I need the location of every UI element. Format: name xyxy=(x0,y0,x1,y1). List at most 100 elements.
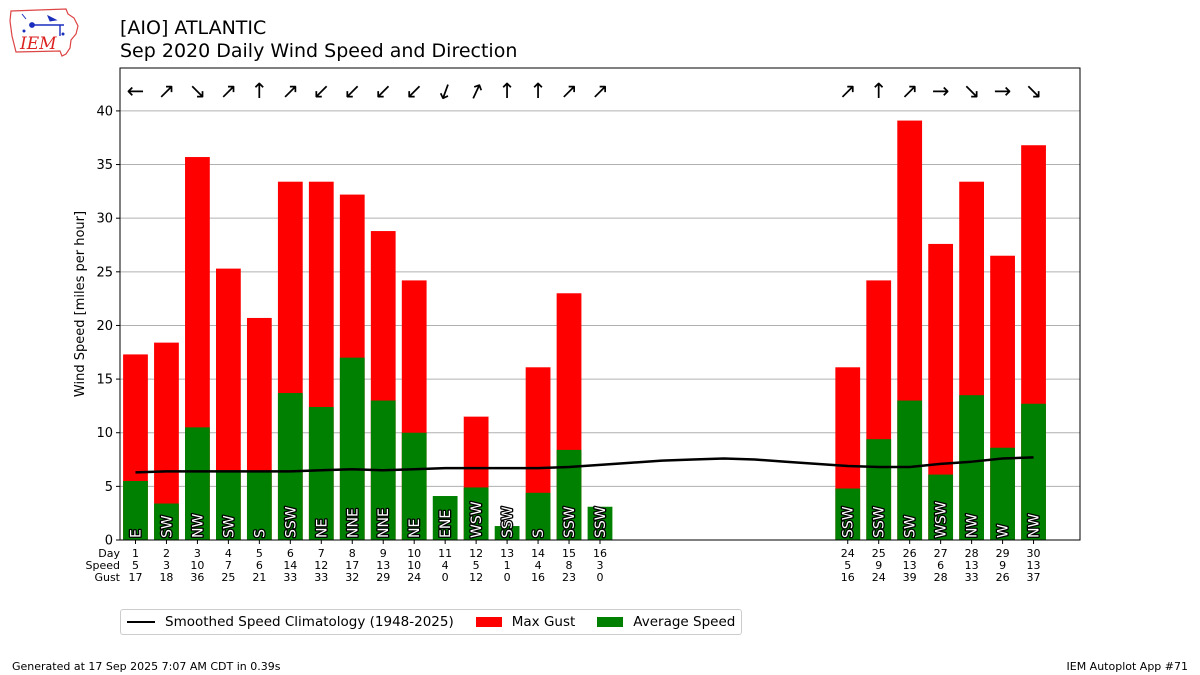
average-speed-bar xyxy=(432,496,458,540)
table-cell: 10 xyxy=(407,559,421,572)
direction-label: WSW xyxy=(934,501,950,538)
direction-label: S xyxy=(252,529,268,538)
legend-red-swatch xyxy=(475,617,502,627)
wind-direction-arrow: ↙ xyxy=(312,79,330,103)
table-cell: 18 xyxy=(159,571,173,584)
direction-label: NE xyxy=(314,519,330,538)
legend-label: Average Speed xyxy=(633,614,736,630)
table-cell: 13 xyxy=(1027,559,1041,572)
wind-direction-arrow: ← xyxy=(127,79,145,103)
table-cell: 5 xyxy=(132,559,139,572)
climatology-line xyxy=(135,456,1034,474)
table-cell: 3 xyxy=(194,547,201,560)
table-cell: 12 xyxy=(469,547,483,560)
iowa-outline-shape xyxy=(9,8,79,57)
table-cell: 39 xyxy=(903,571,917,584)
legend-item-climatology: Smoothed Speed Climatology (1948-2025) xyxy=(127,614,454,630)
legend-line-swatch xyxy=(127,621,155,623)
table-cell: 4 xyxy=(225,547,232,560)
average-speed-bar xyxy=(123,481,148,540)
iem-logo: IEM xyxy=(9,8,79,57)
y-tick-label: 30 xyxy=(96,212,113,227)
direction-label: SW xyxy=(903,515,919,538)
table-cell: 36 xyxy=(190,571,204,584)
weather-station-icon xyxy=(21,13,65,36)
table-cell: 6 xyxy=(287,547,294,560)
table-cell: 9 xyxy=(999,559,1006,572)
table-cell: 3 xyxy=(597,559,604,572)
chart-legend: Smoothed Speed Climatology (1948-2025) M… xyxy=(120,609,743,635)
wind-direction-arrow: → xyxy=(994,79,1012,103)
wind-direction-arrow: ↘ xyxy=(189,79,207,103)
table-cell: 26 xyxy=(903,547,917,560)
average-speed-bar xyxy=(494,526,520,540)
table-cell: 13 xyxy=(376,559,390,572)
direction-label: SW xyxy=(159,515,175,538)
wind-direction-arrow: ↙ xyxy=(432,76,458,105)
average-speed-bar xyxy=(897,400,923,540)
table-cell: 3 xyxy=(163,559,170,572)
table-cell: 29 xyxy=(376,571,390,584)
table-cell: 25 xyxy=(221,571,235,584)
table-cell: 4 xyxy=(442,559,449,572)
direction-label: NNE xyxy=(376,508,392,538)
average-speed-bar xyxy=(525,492,551,540)
average-speed-bar xyxy=(959,395,984,540)
table-cell: 33 xyxy=(314,571,328,584)
y-tick-label: 15 xyxy=(96,373,113,388)
direction-label: SSW xyxy=(562,506,578,538)
table-cell: 25 xyxy=(872,547,886,560)
wind-direction-arrow: ↘ xyxy=(963,79,981,103)
wind-direction-arrow: ↗ xyxy=(591,79,609,103)
legend-label: Smoothed Speed Climatology (1948-2025) xyxy=(165,614,454,630)
wind-direction-arrow: ↗ xyxy=(220,79,238,103)
table-cell: 6 xyxy=(256,559,263,572)
table-cell: 13 xyxy=(500,547,514,560)
table-cell: 1 xyxy=(504,559,511,572)
direction-label: WSW xyxy=(469,501,485,538)
table-cell: 16 xyxy=(841,571,855,584)
table-cell: 14 xyxy=(531,547,545,560)
table-cell: 32 xyxy=(345,571,359,584)
plot-frame xyxy=(119,67,1081,541)
table-cell: 26 xyxy=(996,571,1010,584)
table-cell: 1 xyxy=(132,547,139,560)
table-row-label: Day xyxy=(98,547,120,560)
table-cell: 10 xyxy=(190,559,204,572)
direction-label: NW xyxy=(190,514,206,538)
average-speed-bar xyxy=(866,439,892,540)
direction-label: NW xyxy=(1027,514,1043,538)
y-axis-label: Wind Speed [miles per hour] xyxy=(73,211,88,397)
table-cell: 8 xyxy=(566,559,573,572)
chart-subtitle: Sep 2020 Daily Wind Speed and Direction xyxy=(120,40,518,62)
footer-generated-text: Generated at 17 Sep 2025 7:07 AM CDT in … xyxy=(12,660,281,673)
table-cell: 21 xyxy=(252,571,266,584)
average-speed-bar xyxy=(308,406,334,540)
direction-label: W xyxy=(996,524,1012,538)
average-speed-bar xyxy=(401,432,427,540)
wind-direction-arrow: ↘ xyxy=(1025,79,1043,103)
direction-label: SSW xyxy=(872,506,888,538)
table-cell: 17 xyxy=(128,571,142,584)
wind-direction-arrow: ↙ xyxy=(405,79,423,103)
table-cell: 6 xyxy=(937,559,944,572)
average-speed-bar xyxy=(990,447,1015,540)
table-cell: 28 xyxy=(934,571,948,584)
table-cell: 23 xyxy=(562,571,576,584)
y-tick-label: 10 xyxy=(96,426,113,441)
direction-label: SSW xyxy=(593,506,609,538)
table-cell: 24 xyxy=(407,571,421,584)
table-cell: 14 xyxy=(283,559,297,572)
wind-direction-arrow: ↗ xyxy=(464,77,489,106)
table-cell: 10 xyxy=(407,547,421,560)
table-cell: 7 xyxy=(318,547,325,560)
table-cell: 0 xyxy=(504,571,511,584)
table-cell: 30 xyxy=(1027,547,1041,560)
table-cell: 11 xyxy=(438,547,452,560)
wind-direction-arrow: ↑ xyxy=(251,79,269,103)
average-speed-bar xyxy=(154,503,179,540)
direction-label: SSW xyxy=(283,506,299,538)
wind-direction-arrow: ↗ xyxy=(839,79,857,103)
table-cell: 16 xyxy=(593,547,607,560)
table-cell: 12 xyxy=(469,571,483,584)
